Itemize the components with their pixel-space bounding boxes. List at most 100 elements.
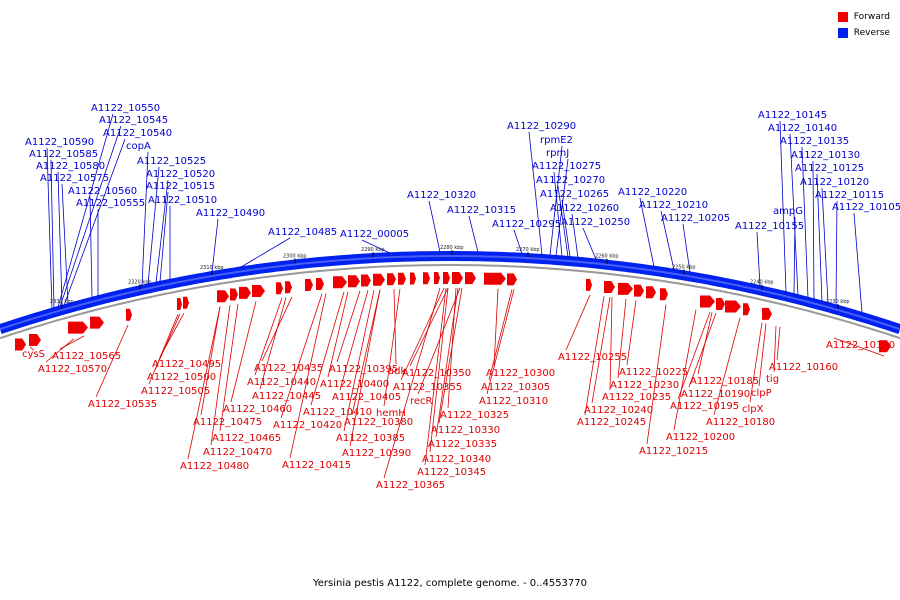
forward-gene-label: A1122_10300 bbox=[486, 368, 555, 379]
reverse-gene-label: A1122_10520 bbox=[146, 169, 215, 180]
forward-gene-feature bbox=[879, 340, 891, 353]
reverse-leader-line bbox=[147, 166, 160, 285]
forward-leader-line bbox=[45, 338, 75, 363]
forward-gene-label: A1122_10565 bbox=[52, 351, 121, 362]
forward-leader-line bbox=[776, 326, 781, 361]
forward-gene-label: A1122_10470 bbox=[203, 447, 272, 458]
forward-gene-feature bbox=[725, 300, 741, 313]
forward-gene-feature bbox=[177, 298, 182, 311]
reverse-gene-label: A1122_10275 bbox=[532, 161, 601, 172]
reverse-gene-label: A1122_10490 bbox=[196, 208, 265, 219]
forward-leader-line bbox=[95, 324, 129, 398]
forward-gene-label: A1122_10200 bbox=[666, 432, 735, 443]
forward-leader-line bbox=[617, 298, 627, 379]
forward-leader-line bbox=[154, 313, 181, 371]
forward-leader-line bbox=[758, 323, 767, 387]
reverse-leader-line bbox=[57, 113, 114, 308]
reverse-leader-line bbox=[853, 212, 863, 314]
reverse-leader-line bbox=[468, 215, 479, 253]
forward-gene-label: A1122_10535 bbox=[88, 399, 157, 410]
reverse-gene-label: A1122_10290 bbox=[507, 121, 576, 132]
forward-gene-label: A1122_10195 bbox=[670, 401, 739, 412]
reverse-gene-label: A1122_10155 bbox=[735, 221, 804, 232]
forward-gene-feature bbox=[634, 284, 644, 297]
forward-leader-line bbox=[29, 346, 35, 351]
reverse-leader-line bbox=[549, 145, 563, 256]
forward-gene-label: A1122_10480 bbox=[180, 461, 249, 472]
forward-gene-feature bbox=[333, 276, 347, 289]
reverse-gene-label: A1122_10550 bbox=[91, 103, 160, 114]
reverse-gene-label: A1122_10270 bbox=[536, 175, 605, 186]
reverse-gene-label: A1122_10545 bbox=[99, 115, 168, 126]
forward-gene-label: A1122_10475 bbox=[193, 417, 262, 428]
forward-gene-label: A1122_10310 bbox=[479, 396, 548, 407]
forward-gene-label: A1122_10160 bbox=[769, 362, 838, 373]
legend-forward-label: Forward bbox=[853, 12, 890, 22]
reverse-gene-label: A1122_10260 bbox=[550, 203, 619, 214]
reverse-leader-line bbox=[428, 200, 441, 253]
forward-gene-feature bbox=[604, 280, 615, 293]
reverse-leader-line bbox=[361, 239, 391, 254]
forward-gene-label: A1122_10110 bbox=[826, 340, 895, 351]
forward-leader-line bbox=[584, 296, 605, 416]
forward-gene-label: cysS bbox=[22, 349, 45, 360]
forward-leader-line bbox=[254, 297, 283, 376]
reverse-gene-label: A1122_10580 bbox=[36, 161, 105, 172]
forward-leader-line bbox=[493, 288, 499, 367]
forward-gene-label: A1122_10215 bbox=[639, 446, 708, 457]
forward-leader-line bbox=[646, 304, 667, 445]
scale-tick-label: 2290 kbp bbox=[361, 247, 385, 253]
forward-leader-line bbox=[486, 289, 515, 395]
forward-leader-line bbox=[435, 287, 459, 438]
forward-gene-feature bbox=[434, 272, 440, 285]
reverse-gene-label: A1122_10145 bbox=[758, 110, 827, 121]
reverse-leader-line bbox=[582, 227, 597, 260]
reverse-gene-label: A1122_10555 bbox=[76, 198, 145, 209]
forward-leader-line bbox=[438, 287, 463, 424]
forward-gene-feature bbox=[285, 281, 292, 294]
forward-gene-label: A1122_10225 bbox=[619, 367, 688, 378]
reverse-gene-label: A1122_10265 bbox=[540, 189, 609, 200]
forward-leader-line bbox=[219, 303, 239, 432]
reverse-leader-line bbox=[779, 120, 787, 293]
forward-gene-label: A1122_10230 bbox=[610, 380, 679, 391]
forward-gene-label: A1122_10395 bbox=[329, 364, 398, 375]
forward-gene-label: A1122_10380 bbox=[344, 417, 413, 428]
reverse-gene-label: A1122_10140 bbox=[768, 123, 837, 134]
forward-leader-line bbox=[673, 309, 697, 431]
reverse-leader-line bbox=[155, 179, 169, 283]
reverse-gene-label: copA bbox=[126, 141, 151, 152]
forward-gene-label: A1122_10235 bbox=[602, 392, 671, 403]
forward-leader-line bbox=[488, 289, 513, 381]
reverse-gene-label: A1122_10320 bbox=[407, 190, 476, 201]
forward-gene-feature bbox=[217, 290, 229, 303]
forward-gene-feature bbox=[484, 272, 506, 285]
forward-gene-feature bbox=[743, 303, 750, 316]
forward-leader-line bbox=[383, 287, 441, 479]
reverse-leader-line bbox=[801, 146, 809, 298]
reverse-leader-line bbox=[239, 237, 291, 268]
reverse-leader-line bbox=[816, 173, 823, 302]
forward-gene-label: A1122_10405 bbox=[332, 392, 401, 403]
forward-gene-label: hemH bbox=[376, 408, 406, 419]
scale-tick-label: 2300 kbp bbox=[283, 253, 307, 259]
forward-leader-line bbox=[210, 305, 231, 446]
forward-gene-label: A1122_10420 bbox=[273, 420, 342, 431]
reverse-gene-label: ampG bbox=[773, 206, 803, 217]
forward-gene-feature bbox=[29, 333, 41, 346]
forward-gene-label: recR bbox=[410, 396, 433, 407]
forward-gene-feature bbox=[90, 316, 104, 329]
forward-gene-label: A1122_10350 bbox=[402, 368, 471, 379]
reverse-gene-label: A1122_10590 bbox=[25, 137, 94, 148]
reverse-leader-line bbox=[553, 171, 563, 257]
scale-tick-label: 2250 kbp bbox=[672, 264, 696, 270]
forward-leader-line bbox=[187, 306, 221, 460]
reverse-leader-line bbox=[555, 158, 569, 257]
reverse-leader-line bbox=[756, 231, 761, 287]
forward-gene-feature bbox=[183, 296, 189, 309]
forward-leader-line bbox=[749, 322, 763, 403]
forward-gene-feature bbox=[398, 272, 406, 285]
forward-gene-label: A1122_10570 bbox=[38, 364, 107, 375]
forward-gene-label: A1122_10400 bbox=[320, 379, 389, 390]
forward-gene-feature bbox=[452, 272, 463, 285]
